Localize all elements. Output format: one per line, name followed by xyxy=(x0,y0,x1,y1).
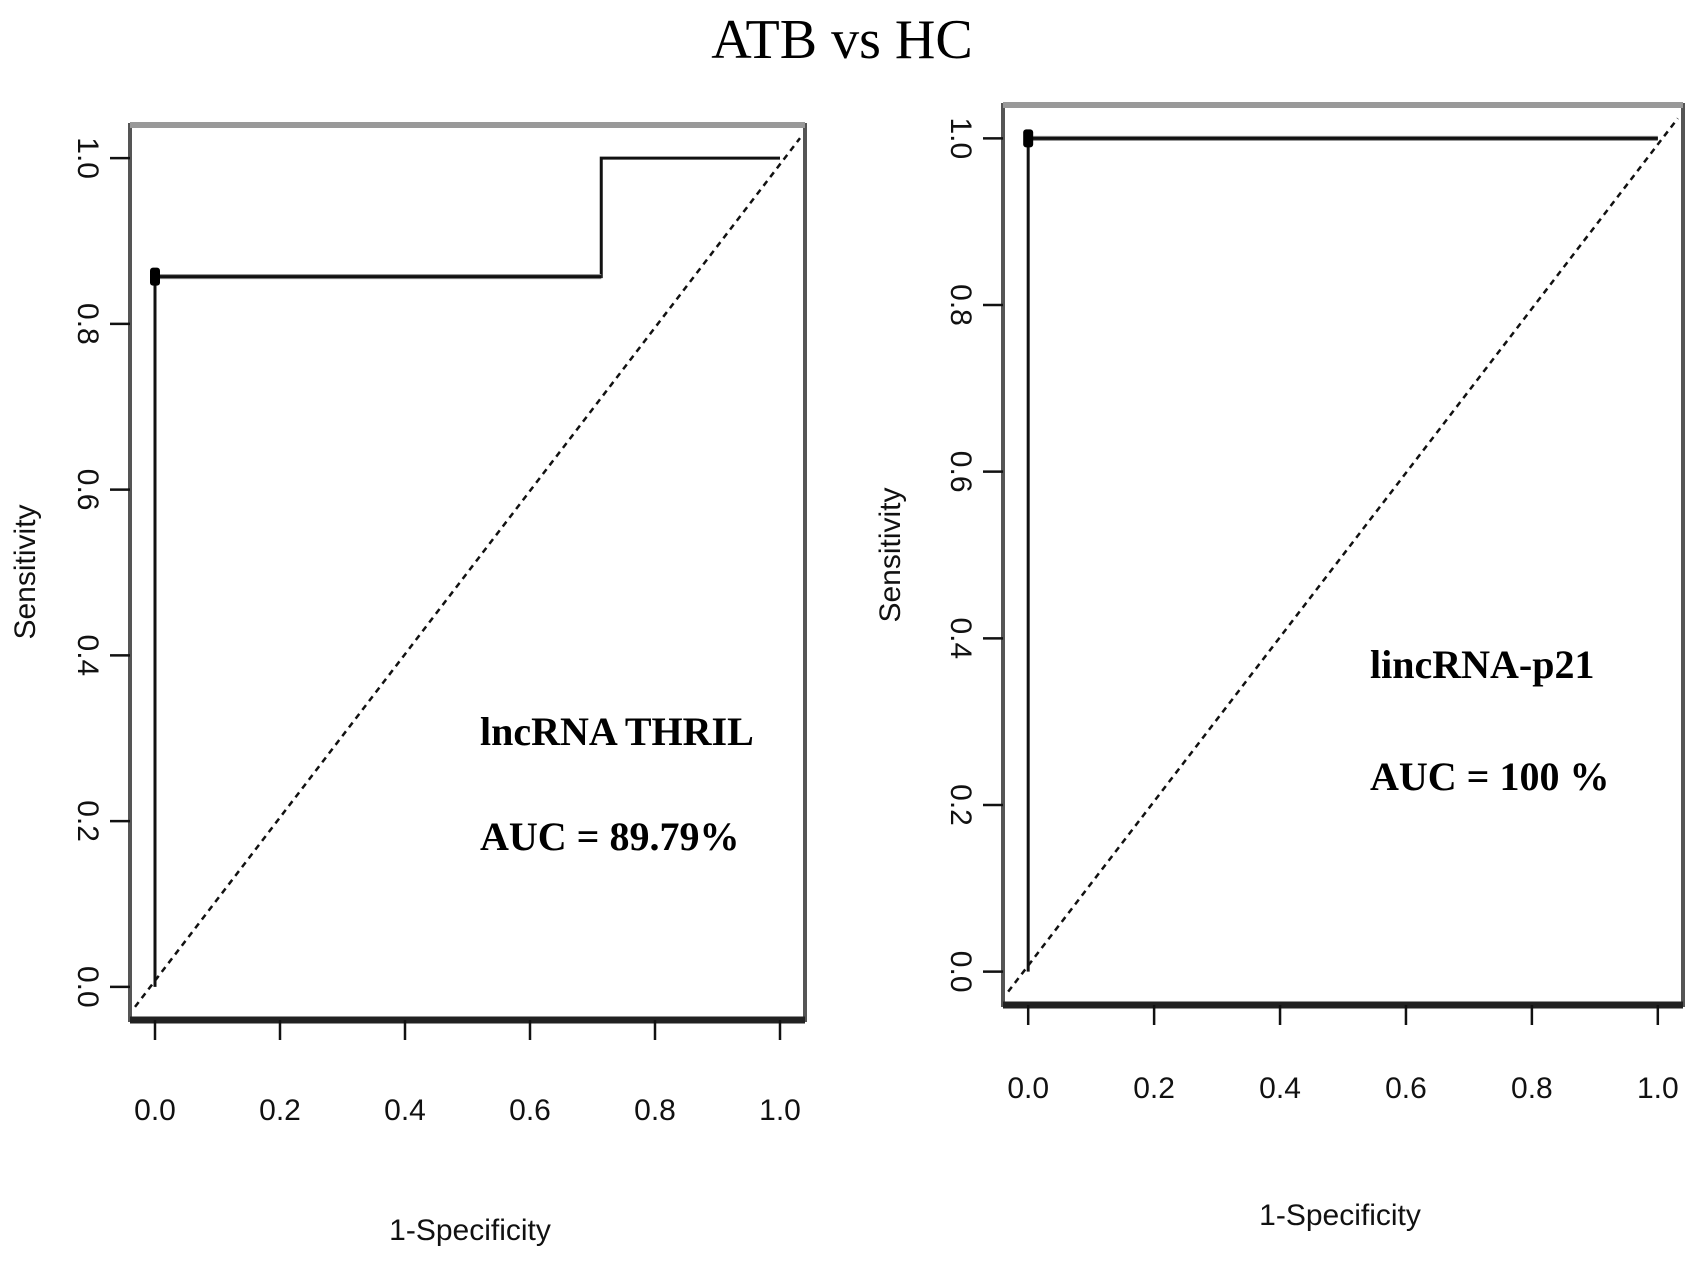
x-tick-label: 0.6 xyxy=(509,1094,551,1127)
reference-diagonal xyxy=(1007,117,1679,993)
roc-curve xyxy=(153,156,780,987)
y-tick-label: 0.2 xyxy=(71,800,104,842)
y-axis-label: Sensitivity xyxy=(9,504,42,639)
x-tick-label: 0.6 xyxy=(1385,1072,1427,1105)
cut-point-marker xyxy=(1023,129,1034,148)
x-axis-label: 1-Specificity xyxy=(1259,1199,1421,1232)
x-tick-label: 0.0 xyxy=(134,1094,176,1127)
roc-panel-thril: 0.0 0.2 0.4 0.6 0.8 1.0 0.0 0.2 0.4 0.6 0.8 1.0 1-Sp… xyxy=(9,122,807,1247)
annotation-name: lncRNA THRIL xyxy=(480,709,754,754)
y-tick-label: 0.8 xyxy=(944,284,977,326)
cut-point-marker xyxy=(150,267,160,286)
y-tick-label: 0.4 xyxy=(944,617,977,659)
x-axis-label: 1-Specificity xyxy=(389,1214,551,1247)
roc-panel-p21: 0.0 0.2 0.4 0.6 0.8 1.0 0.0 0.2 0.4 0.6 0.8 1.0 1-Sp… xyxy=(874,102,1685,1232)
y-tick-label: 0.0 xyxy=(71,966,104,1008)
y-tick-label: 1.0 xyxy=(944,117,977,159)
y-tick-label: 0.8 xyxy=(71,303,104,345)
x-tick-label: 1.0 xyxy=(1637,1072,1679,1105)
annotation-auc: AUC = 100 % xyxy=(1370,754,1609,799)
y-axis-label: Sensitivity xyxy=(874,487,907,622)
figure-title: ATB vs HC xyxy=(711,9,972,71)
x-tick-label: 0.8 xyxy=(1511,1072,1553,1105)
y-tick-label: 0.0 xyxy=(944,951,977,993)
annotation-auc: AUC = 89.79% xyxy=(480,814,739,859)
x-tick-label: 0.4 xyxy=(384,1094,426,1127)
x-tick-label: 0.2 xyxy=(1133,1072,1175,1105)
y-tick-label: 0.6 xyxy=(944,451,977,493)
reference-diagonal xyxy=(134,137,801,1008)
x-tick-label: 0.2 xyxy=(259,1094,301,1127)
y-tick-label: 0.6 xyxy=(71,469,104,511)
y-tick-label: 0.4 xyxy=(71,635,104,677)
plot-frame xyxy=(128,123,807,1022)
y-tick-label: 1.0 xyxy=(71,137,104,179)
x-tick-label: 0.0 xyxy=(1007,1072,1049,1105)
x-tick-label: 0.8 xyxy=(634,1094,676,1127)
x-tick-label: 1.0 xyxy=(759,1094,801,1127)
annotation-name: lincRNA-p21 xyxy=(1370,642,1594,687)
x-tick-label: 0.4 xyxy=(1259,1072,1301,1105)
y-tick-label: 0.2 xyxy=(944,784,977,826)
